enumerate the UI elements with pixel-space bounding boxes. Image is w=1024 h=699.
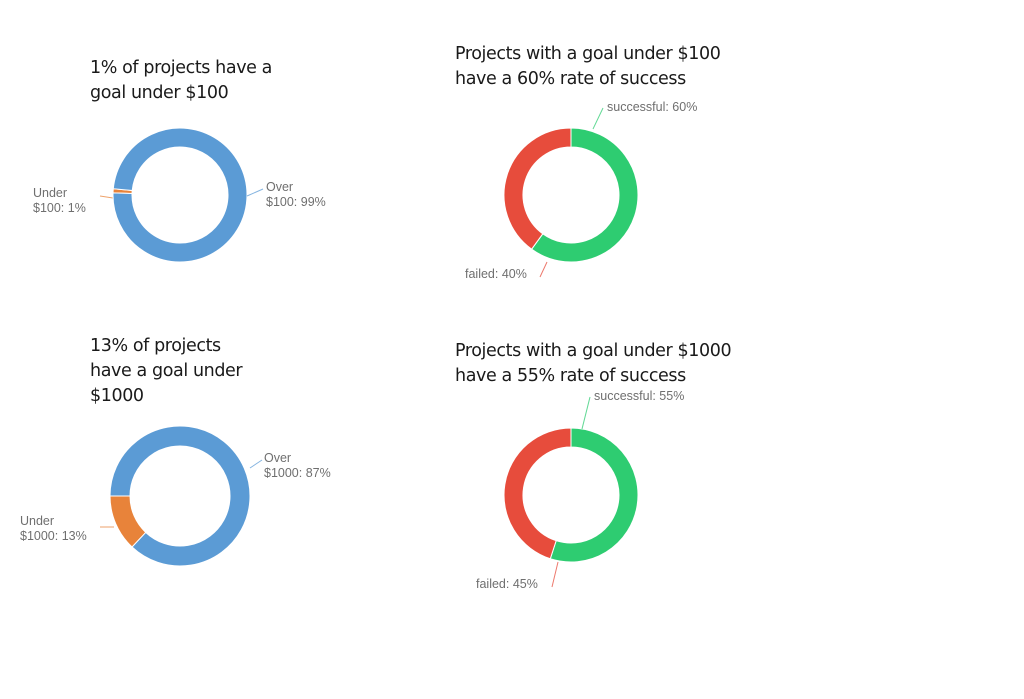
chart-title-under-1000-share: 13% of projects have a goal under $1000 (90, 336, 243, 406)
slice-failed (503, 427, 572, 560)
chart-title-under-1000-success: Projects with a goal under $1000 have a … (455, 341, 732, 386)
chart-title-under-100-success: Projects with a goal under $100 have a 6… (455, 44, 721, 89)
chart-title-under-100-share: 1% of projects have a goal under $100 (90, 58, 272, 103)
slice-label-failed: failed: 40% (465, 267, 527, 281)
slice-over-100 (112, 127, 248, 263)
leader-line-failed (551, 561, 559, 588)
leader-line-successful (592, 107, 604, 130)
slice-over-1000 (109, 425, 251, 567)
donut-chart-2: Under $1000: 13% Over $1000: 87% (20, 425, 331, 567)
slice-successful (549, 427, 639, 563)
donut-chart-3: successful: 55% failed: 45% (476, 389, 684, 591)
leader-line-failed (539, 261, 548, 278)
leader-line-over-1000 (249, 459, 263, 469)
leader-line-over-100 (246, 188, 264, 197)
leader-line-successful (581, 396, 591, 430)
donut-chart-0: Under $100: 1% Over $100: 99% (33, 127, 326, 263)
slice-label-failed: failed: 45% (476, 577, 538, 591)
slice-label-under-100: Under $100: 1% (33, 186, 86, 215)
slice-label-successful: successful: 60% (607, 100, 697, 114)
slice-label-over-100: Over $100: 99% (266, 180, 326, 209)
slice-successful (530, 127, 639, 263)
leader-line-under-100 (99, 195, 114, 199)
donut-chart-1: successful: 60% failed: 40% (465, 100, 697, 281)
slice-label-under-1000: Under $1000: 13% (20, 514, 87, 543)
slice-label-over-1000: Over $1000: 87% (264, 451, 331, 480)
slice-label-successful: successful: 55% (594, 389, 684, 403)
slice-failed (503, 127, 572, 250)
